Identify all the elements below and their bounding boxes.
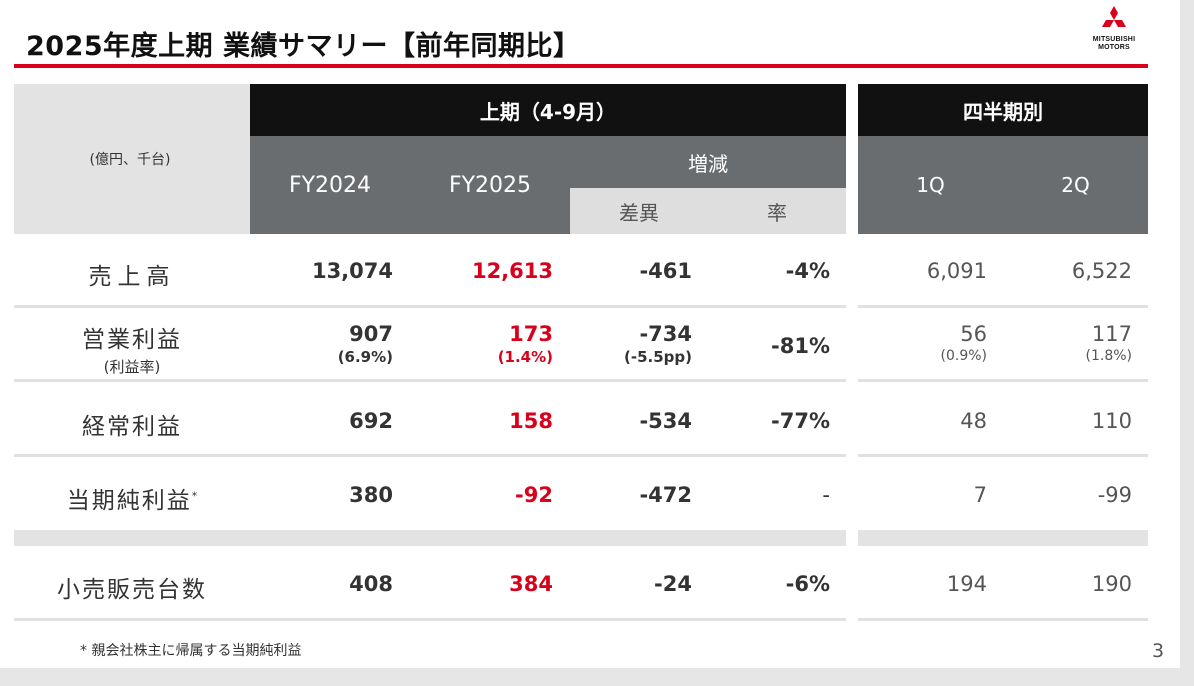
logo-line1: MITSUBISHI [1092, 36, 1136, 43]
row-divider [14, 454, 846, 457]
sales-fy2025: 12,613 [471, 259, 553, 283]
retail-q2: 190 [1091, 572, 1132, 596]
fy2024-header: FY2024 [250, 136, 410, 234]
page-number: 3 [1152, 640, 1165, 662]
fy2025-header: FY2025 [410, 136, 570, 234]
op-q1-margin: (0.9%) [940, 348, 988, 364]
half-year-label: 上期（4-9月） [479, 99, 617, 124]
rate-header: 率 [708, 188, 846, 234]
row-divider [858, 379, 1148, 382]
company-logo: MITSUBISHI MOTORS [1086, 6, 1142, 60]
page-title: 2025年度上期 業績サマリー【前年同期比】 [26, 31, 581, 62]
quarterly-label: 四半期別 [963, 99, 1043, 124]
sales-rate: -4% [785, 259, 830, 283]
row-divider [14, 618, 846, 621]
ordinary-rate: -77% [771, 409, 830, 433]
quarterly-header: 四半期別 [858, 84, 1148, 136]
q2-label: 2Q [1061, 173, 1090, 197]
row-label-sales: 売上高 [88, 264, 176, 290]
unit-label: (億円、千台) [89, 152, 171, 168]
net-q1: 7 [973, 483, 987, 507]
net-q2: -99 [1097, 483, 1132, 507]
op-diff-value: -734 [639, 322, 692, 346]
logo-line2: MOTORS [1098, 44, 1130, 51]
q1-label: 1Q [916, 173, 945, 197]
q1-header: 1Q [858, 136, 1003, 234]
operating-profit-label: 営業利益 [82, 327, 182, 353]
op-fy2024: 907 (6.9%) [250, 322, 393, 366]
fy2025-label: FY2025 [448, 172, 532, 198]
row-divider [14, 379, 846, 382]
sales-q2: 6,522 [1071, 259, 1132, 283]
net-income-label: 当期純利益 [66, 488, 192, 514]
ordinary-fy2024: 692 [349, 409, 393, 433]
row-label-operating-profit: 営業利益 (利益率) [14, 320, 250, 377]
net-diff: -472 [639, 483, 692, 507]
op-fy2025-margin: (1.4%) [497, 348, 553, 366]
op-fy2024-value: 907 [349, 322, 393, 346]
title-divider [14, 64, 1148, 68]
spacer-band [858, 530, 1148, 546]
op-q2-margin: (1.8%) [1085, 348, 1133, 364]
unit-cell: (億円、千台) [14, 84, 250, 234]
op-rate: -81% [771, 334, 830, 358]
row-label-net-income: 当期純利益* [14, 481, 250, 515]
sales-q1: 6,091 [926, 259, 987, 283]
op-q1: 56 (0.9%) [858, 322, 988, 364]
diff-header: 差異 [570, 188, 708, 234]
ordinary-diff: -534 [639, 409, 692, 433]
row-divider [858, 618, 1148, 621]
op-q1-value: 56 [960, 322, 987, 346]
retail-diff: -24 [654, 572, 692, 596]
row-label-retail-sales: 小売販売台数 [57, 577, 207, 603]
op-q2-value: 117 [1091, 322, 1132, 346]
diff-label: 差異 [619, 200, 659, 225]
retail-q1: 194 [946, 572, 987, 596]
retail-fy2025: 384 [509, 572, 553, 596]
sales-diff: -461 [639, 259, 692, 283]
op-q2: 117 (1.8%) [1003, 322, 1133, 364]
sales-fy2024: 13,074 [311, 259, 393, 283]
net-fy2024: 380 [349, 483, 393, 507]
row-label-ordinary-profit: 経常利益 [82, 414, 182, 440]
q2-header: 2Q [1003, 136, 1148, 234]
op-fy2025: 173 (1.4%) [410, 322, 553, 366]
op-diff: -734 (-5.5pp) [570, 322, 692, 366]
op-fy2024-margin: (6.9%) [337, 348, 393, 366]
ordinary-q2: 110 [1091, 409, 1132, 433]
fy2024-label: FY2024 [288, 172, 372, 198]
rate-label: 率 [767, 200, 787, 225]
row-divider [14, 305, 846, 308]
ordinary-fy2025: 158 [509, 409, 553, 433]
net-fy2025: -92 [515, 483, 553, 507]
three-diamonds-icon [1102, 6, 1126, 27]
net-income-footnote-mark: * [191, 489, 198, 503]
operating-margin-label: (利益率) [103, 358, 161, 376]
net-rate: - [822, 483, 830, 507]
retail-fy2024: 408 [349, 572, 393, 596]
op-diff-margin: (-5.5pp) [624, 348, 692, 366]
change-header: 増減 [570, 136, 846, 188]
spacer-band [14, 530, 846, 546]
retail-rate: -6% [785, 572, 830, 596]
row-divider [858, 305, 1148, 308]
change-label: 増減 [688, 151, 728, 176]
op-fy2025-value: 173 [509, 322, 553, 346]
row-divider [858, 454, 1148, 457]
slide: 2025年度上期 業績サマリー【前年同期比】 MITSUBISHI MOTORS… [0, 0, 1180, 668]
ordinary-q1: 48 [960, 409, 987, 433]
half-year-header: 上期（4-9月） [250, 84, 846, 136]
footnote: * 親会社株主に帰属する当期純利益 [80, 643, 302, 659]
